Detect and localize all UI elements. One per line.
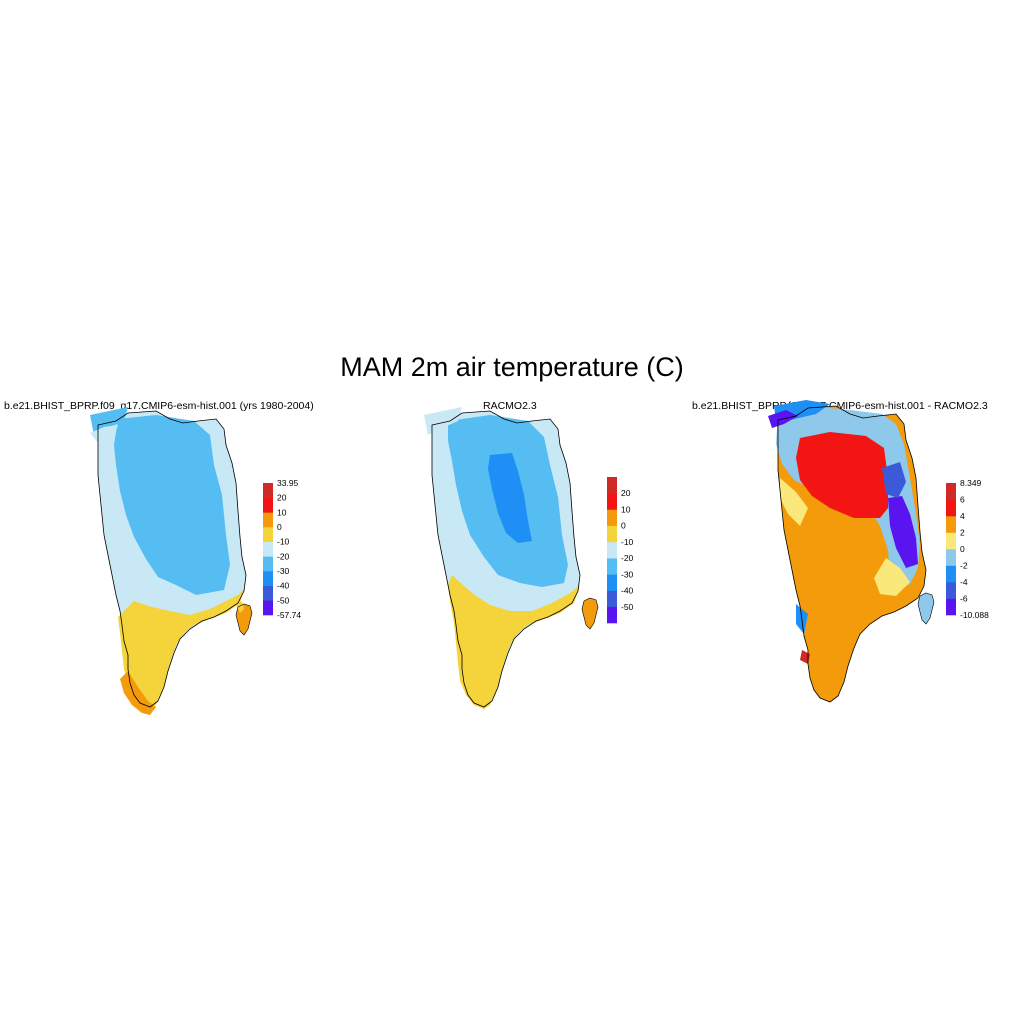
colorbar-label: 0 [277,522,282,532]
colorbar-label: -57.74 [277,610,301,620]
colorbar-segment [946,483,956,500]
colorbar-segment [263,483,273,498]
colorbar-label: 33.95 [277,478,299,488]
colorbar-label: 2 [960,528,965,538]
island-diff [917,592,935,625]
colorbar-diff: -10.088 -6 -4 -2 0 2 4 6 8.349 [946,478,989,620]
colorbar-label: -10 [277,537,290,547]
colorbar-segment [263,571,273,586]
colorbar-label: 10 [277,507,287,517]
colorbar-segment [607,493,617,510]
colorbar-segment [263,512,273,528]
colorbar-label: 6 [960,495,965,505]
colorbar-label: 0 [621,521,626,531]
colorbar-segment [607,574,617,591]
colorbar-segment [946,598,956,616]
colorbar-segment [607,590,617,608]
colorbar-label: -20 [277,551,290,561]
temperature-field-obs [424,407,580,709]
colorbar-segment [607,606,617,624]
colorbar-label: 4 [960,511,965,521]
temperature-field-diff [768,400,926,702]
colorbar-label: -10 [621,537,634,547]
panel-title-obs: RACMO2.3 [483,400,537,412]
colorbar-segment [607,477,617,494]
colorbar-segment [946,549,956,566]
colorbar-segment [263,497,273,513]
colorbar-segment [263,600,273,616]
panel-title-model: b.e21.BHIST_BPRP.f09_g17.CMIP6-esm-hist.… [4,400,314,412]
map-panel-diff [768,400,935,703]
colorbar-label: -4 [960,577,968,587]
map-panel-model [90,407,253,715]
colorbar-label: 8.349 [960,478,982,488]
map-panel-obs [424,407,599,709]
colorbar-segment [263,527,273,542]
colorbar-label: -2 [960,561,968,571]
colorbar-segment [946,582,956,599]
colorbar-label: -50 [621,602,634,612]
colorbar-label: -40 [621,586,634,596]
island-model [235,601,253,636]
colorbar-model: -57.74 -50 -40 -30 -20 -10 0 10 20 33.95 [263,478,301,620]
colorbar-segment [263,556,273,572]
colorbar-segment [263,541,273,557]
colorbar-segment [607,509,617,526]
colorbar-segment [607,541,617,559]
colorbar-label: -10.088 [960,610,989,620]
island-obs [581,597,599,630]
colorbar-label: 10 [621,504,631,514]
panel-title-diff: b.e21.BHIST_BPRP.f09_g17.CMIP6-esm-hist.… [692,400,988,412]
colorbar-label: 20 [621,488,631,498]
colorbar-segment [946,499,956,517]
colorbar-label: -30 [277,566,290,576]
colorbar-label: -6 [960,594,968,604]
figure-title: MAM 2m air temperature (C) [340,352,684,382]
colorbar-label: -50 [277,595,290,605]
colorbar-label: 20 [277,493,287,503]
colorbar-label: -20 [621,553,634,563]
colorbar-segment [607,525,617,543]
temperature-field-model [90,407,246,715]
colorbar-label: 0 [960,544,965,554]
colorbar-segment [607,558,617,575]
colorbar-segment [946,532,956,550]
colorbar-obs: -50 -40 -30 -20 -10 0 10 20 [607,477,634,624]
colorbar-segment [263,585,273,601]
colorbar-label: -30 [621,569,634,579]
colorbar-segment [946,516,956,533]
colorbar-label: -40 [277,581,290,591]
colorbar-segment [946,565,956,583]
